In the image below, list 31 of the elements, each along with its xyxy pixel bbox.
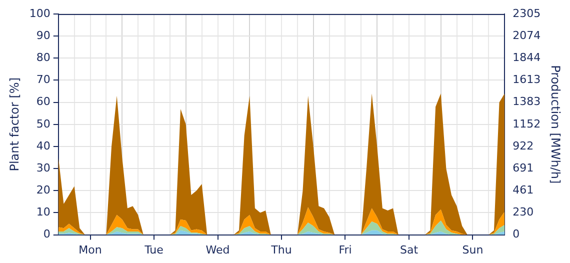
y2-tick-label: 1383: [512, 95, 541, 108]
y2-axis-title: Production [MWh/h]: [548, 65, 563, 184]
y-tick-label: 50: [36, 117, 50, 130]
x-tick-label: Sat: [400, 243, 419, 256]
y-axis-title: Plant factor [%]: [7, 78, 22, 172]
y-tick-label: 60: [36, 95, 50, 108]
y2-tick-label: 1152: [512, 117, 541, 130]
y2-tick-label: 461: [512, 184, 534, 196]
x-tick-label: Fri: [338, 243, 352, 256]
y-tick-label: 40: [36, 139, 50, 152]
x-tick-label: Mon: [78, 243, 102, 256]
y2-tick-label: 1613: [512, 73, 541, 86]
y2-tick-label: 922: [512, 139, 534, 152]
y-tick-label: 0: [43, 228, 50, 241]
x-tick-label: Thu: [270, 243, 292, 256]
y-tick-label: 70: [36, 73, 50, 86]
y-tick-label: 20: [36, 184, 50, 196]
y2-tick-label: 2074: [512, 28, 541, 42]
y2-tick-label: 2305: [512, 6, 541, 20]
x-tick-label: Sun: [462, 243, 484, 256]
y-tick-label: 80: [36, 51, 50, 64]
x-tick-label: Wed: [206, 243, 230, 256]
y-tick-label: 100: [29, 6, 50, 20]
y-tick-label: 90: [36, 28, 50, 42]
y-tick-label: 30: [36, 161, 50, 174]
x-tick-label: Tue: [144, 243, 164, 256]
y2-tick-label: 691: [512, 161, 534, 174]
y2-tick-label: 1844: [512, 51, 541, 64]
y-tick-label: 10: [36, 206, 50, 219]
y2-tick-label: 230: [512, 206, 534, 219]
y2-tick-label: 0: [512, 228, 520, 241]
